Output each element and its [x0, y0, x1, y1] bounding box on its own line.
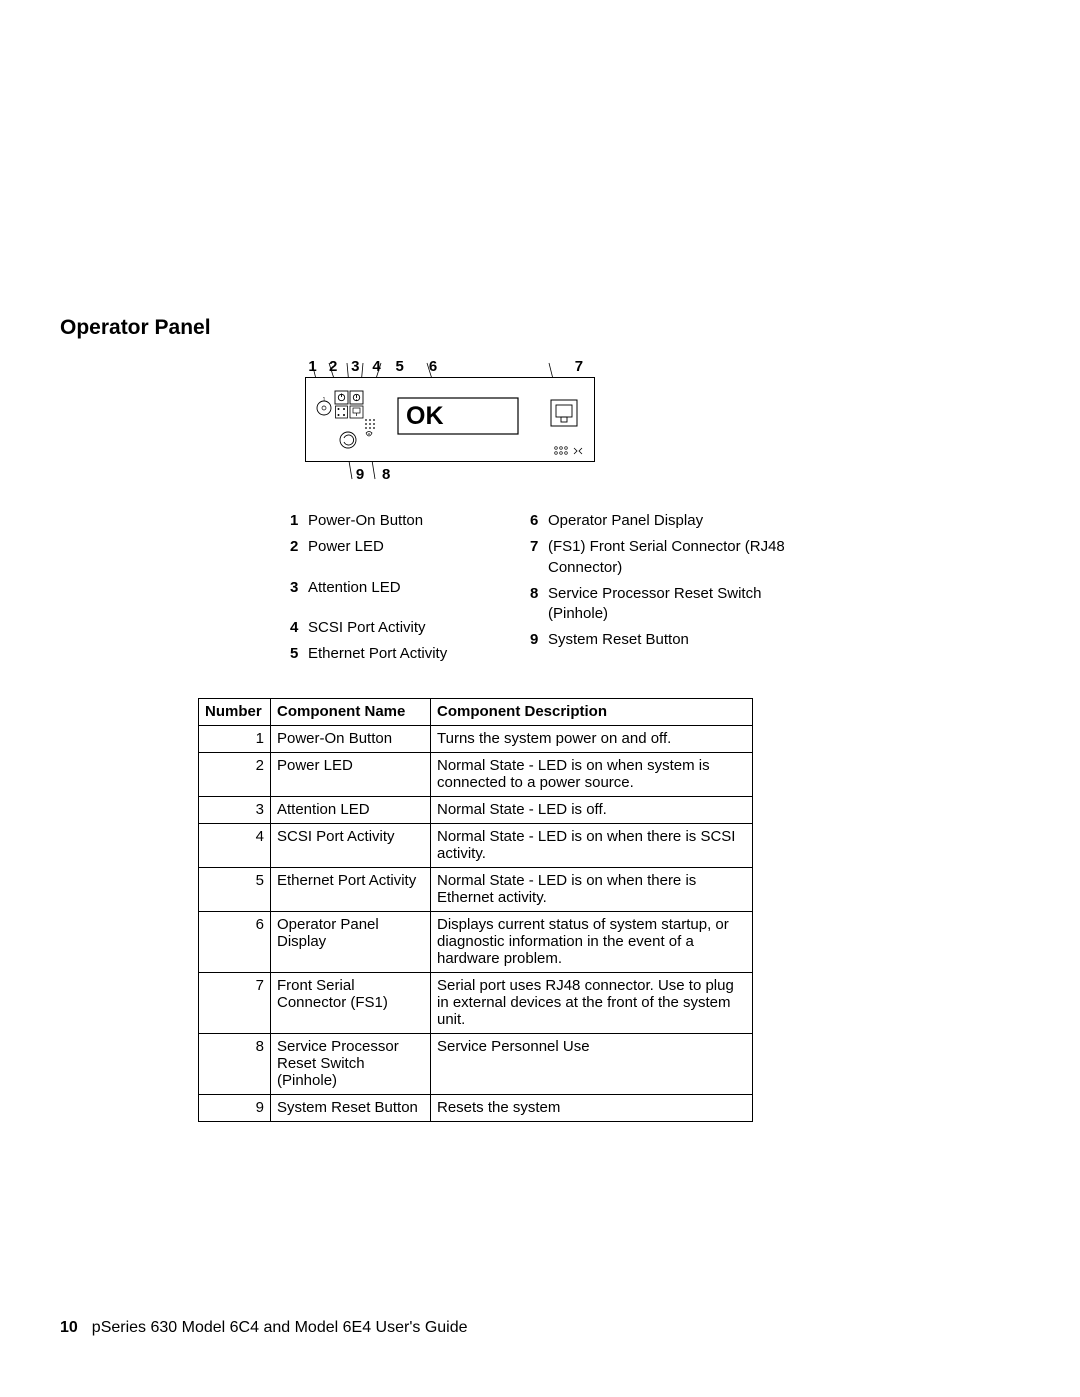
section-title: Operator Panel	[60, 316, 960, 340]
components-table: Number Component Name Component Descript…	[198, 698, 753, 1122]
table-row: 1Power-On ButtonTurns the system power o…	[199, 726, 753, 753]
table-row: 9System Reset ButtonResets the system	[199, 1095, 753, 1122]
top-callouts: 1 2 3 4 5 6 7	[305, 358, 960, 375]
legend-item: 1Power-On Button	[290, 511, 530, 531]
legend-item: 4SCSI Port Activity	[290, 618, 530, 638]
page-footer: 10pSeries 630 Model 6C4 and Model 6E4 Us…	[60, 1319, 468, 1337]
legend-item: 7(FS1) Front Serial Connector (RJ48 Conn…	[530, 537, 800, 578]
table-row: 2Power LEDNormal State - LED is on when …	[199, 753, 753, 797]
legend-item: 5Ethernet Port Activity	[290, 644, 530, 664]
legend-item: 9System Reset Button	[530, 630, 800, 650]
legend-item: 8Service Processor Reset Switch (Pinhole…	[530, 584, 800, 625]
legend-item: 6Operator Panel Display	[530, 511, 800, 531]
table-row: 5Ethernet Port ActivityNormal State - LE…	[199, 868, 753, 912]
col-number: Number	[199, 699, 271, 726]
panel-display-text: OK	[406, 402, 444, 431]
col-name: Component Name	[271, 699, 431, 726]
table-row: 7Front Serial Connector (FS1)Serial port…	[199, 973, 753, 1034]
legend-item: 3Attention LED	[290, 578, 530, 598]
legend-item: 2Power LED	[290, 537, 530, 557]
table-row: 3Attention LEDNormal State - LED is off.	[199, 797, 753, 824]
diagram-legend: 1Power-On Button 2Power LED 3Attention LED…	[290, 511, 960, 670]
operator-panel-diagram: 1 2 3 4 5 6 7	[305, 358, 960, 483]
table-row: 8Service Processor Reset Switch (Pinhole…	[199, 1034, 753, 1095]
table-row: 6Operator Panel DisplayDisplays current …	[199, 912, 753, 973]
col-desc: Component Description	[431, 699, 753, 726]
svg-text:1: 1	[323, 397, 326, 403]
bottom-callouts: 9 8	[349, 466, 960, 483]
table-row: 4SCSI Port ActivityNormal State - LED is…	[199, 824, 753, 868]
